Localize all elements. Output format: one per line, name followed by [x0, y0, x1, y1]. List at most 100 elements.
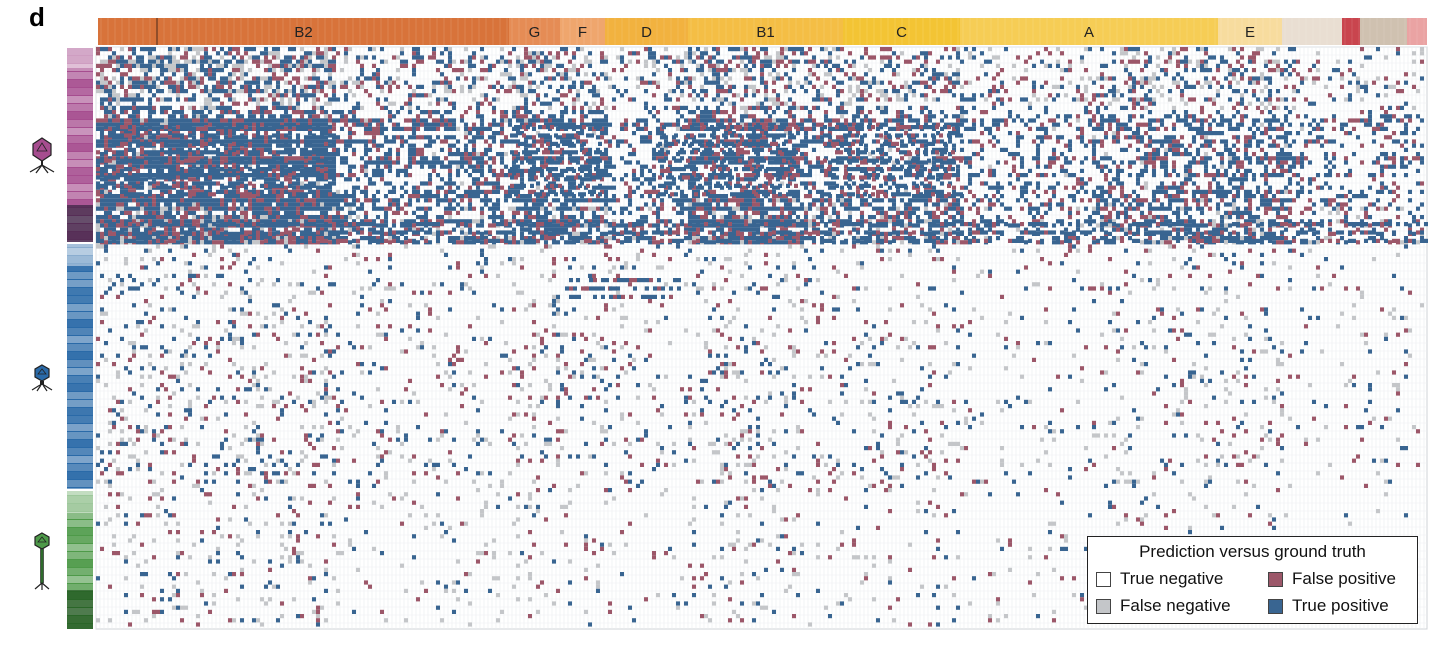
heatmap-cell	[296, 68, 300, 73]
heatmap-cell	[1284, 59, 1288, 64]
heatmap-cell	[384, 126, 388, 131]
heatmap-cell	[1300, 160, 1304, 165]
heatmap-cell	[852, 72, 856, 77]
heatmap-cell	[536, 147, 540, 152]
heatmap-cell	[720, 118, 724, 123]
heatmap-cell	[156, 135, 160, 140]
heatmap-cell	[256, 156, 260, 161]
heatmap-cell	[104, 164, 108, 169]
heatmap-cell	[1220, 131, 1224, 136]
heatmap-cell	[160, 55, 164, 60]
heatmap-cell	[1160, 139, 1164, 144]
heatmap-cell	[964, 160, 968, 165]
heatmap-cell	[144, 139, 148, 144]
heatmap-cell	[820, 160, 824, 165]
heatmap-cell	[972, 173, 976, 178]
heatmap-cell	[724, 164, 728, 169]
heatmap-cell	[580, 118, 584, 123]
heatmap-cell	[1316, 76, 1320, 81]
heatmap-cell	[756, 51, 760, 56]
heatmap-cell	[860, 76, 864, 81]
heatmap-cell	[788, 181, 792, 186]
heatmap-cell	[436, 101, 440, 106]
heatmap-cell	[692, 160, 696, 165]
heatmap-cell	[344, 51, 348, 56]
heatmap-cell	[528, 80, 532, 85]
heatmap-cell	[100, 80, 104, 85]
heatmap-cell	[548, 63, 552, 68]
heatmap-cell	[812, 59, 816, 64]
heatmap-cell	[404, 139, 408, 144]
heatmap-cell	[1084, 181, 1088, 186]
heatmap-cell	[268, 126, 272, 131]
heatmap-cell	[1364, 80, 1368, 85]
heatmap-cell	[776, 101, 780, 106]
heatmap-cell	[412, 93, 416, 98]
heatmap-cell	[192, 114, 196, 119]
heatmap-cell	[252, 89, 256, 94]
heatmap-cell	[1204, 143, 1208, 148]
heatmap-cell	[228, 59, 232, 64]
heatmap-cell	[300, 156, 304, 161]
heatmap-cell	[668, 72, 672, 77]
heatmap-cell	[760, 68, 764, 73]
heatmap-cell	[640, 173, 644, 178]
heatmap-cell	[1292, 164, 1296, 169]
heatmap-cell	[320, 126, 324, 131]
heatmap-cell	[984, 110, 988, 115]
heatmap-cell	[592, 110, 596, 115]
heatmap-cell	[372, 47, 376, 52]
heatmap-cell	[344, 160, 348, 165]
heatmap-cell	[352, 110, 356, 115]
heatmap-cell	[536, 55, 540, 60]
heatmap-cell	[956, 72, 960, 77]
heatmap-cell	[372, 139, 376, 144]
heatmap-cell	[1196, 63, 1200, 68]
heatmap-cell	[1268, 59, 1272, 64]
heatmap-cell	[564, 47, 568, 52]
heatmap-cell	[288, 63, 292, 68]
heatmap-cell	[948, 152, 952, 157]
heatmap-cell	[1012, 164, 1016, 169]
heatmap-cell	[1308, 122, 1312, 127]
heatmap-cell	[1288, 143, 1292, 148]
heatmap-cell	[828, 101, 832, 106]
heatmap-cell	[424, 181, 428, 186]
heatmap-cell	[240, 139, 244, 144]
heatmap-cell	[1148, 143, 1152, 148]
heatmap-cell	[472, 181, 476, 186]
heatmap-cell	[416, 59, 420, 64]
heatmap-cell	[516, 110, 520, 115]
heatmap-cell	[1164, 147, 1168, 152]
heatmap-cell	[1160, 164, 1164, 169]
heatmap-cell	[316, 51, 320, 56]
heatmap-cell	[880, 160, 884, 165]
heatmap-cell	[256, 139, 260, 144]
heatmap-cell	[536, 181, 540, 186]
heatmap-cell	[588, 152, 592, 157]
heatmap-cell	[1148, 80, 1152, 85]
heatmap-cell	[756, 105, 760, 110]
heatmap-cell	[712, 110, 716, 115]
heatmap-cell	[976, 76, 980, 81]
heatmap-cell	[1172, 105, 1176, 110]
heatmap-cell	[1348, 131, 1352, 136]
heatmap-cell	[1004, 147, 1008, 152]
heatmap-cell	[412, 47, 416, 52]
heatmap-cell	[1080, 59, 1084, 64]
heatmap-cell	[992, 105, 996, 110]
heatmap-cell	[228, 181, 232, 186]
heatmap-cell	[1116, 181, 1120, 186]
heatmap-cell	[1264, 168, 1268, 173]
heatmap-cell	[564, 68, 568, 73]
heatmap-cell	[884, 131, 888, 136]
heatmap-cell	[1312, 177, 1316, 182]
heatmap-cell	[868, 122, 872, 127]
heatmap-cell	[432, 55, 436, 60]
heatmap-cell	[224, 80, 228, 85]
heatmap-cell	[344, 59, 348, 64]
heatmap-cell	[684, 55, 688, 60]
heatmap-cell	[688, 164, 692, 169]
heatmap-cell	[492, 168, 496, 173]
heatmap-cell	[496, 152, 500, 157]
